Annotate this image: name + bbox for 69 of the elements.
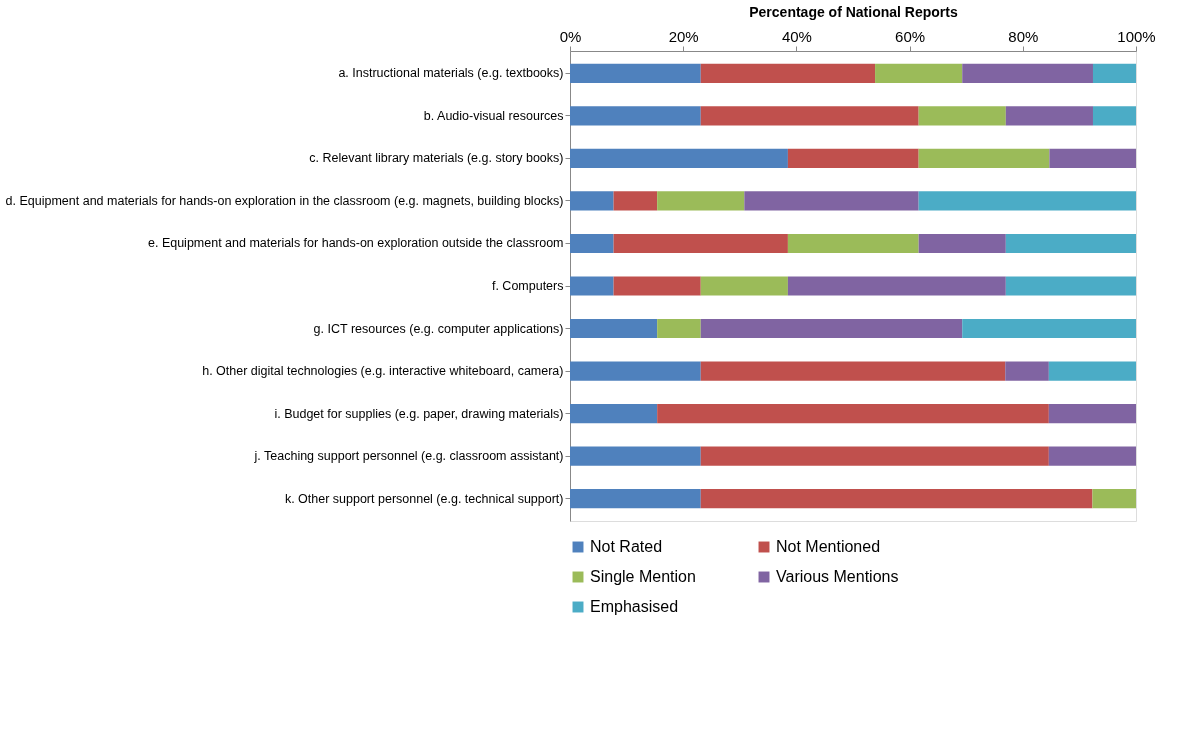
bar bbox=[700, 276, 788, 296]
bar bbox=[1048, 446, 1136, 466]
bar bbox=[570, 63, 701, 83]
bar bbox=[613, 233, 788, 254]
bar bbox=[657, 318, 701, 339]
bar bbox=[1049, 148, 1136, 168]
y-tick-label: d. Equipment and materials for hands-on exploration in the classroom (e.g. magnets, building blocks) bbox=[5, 193, 564, 208]
bar bbox=[570, 148, 788, 168]
x-tick-label: 100% bbox=[1117, 27, 1156, 45]
bar bbox=[570, 446, 701, 466]
bar bbox=[700, 489, 1093, 509]
bar bbox=[918, 148, 1050, 168]
bar bbox=[570, 361, 701, 381]
bar bbox=[613, 276, 701, 296]
y-tick-label: e. Equipment and materials for hands-on exploration outside the classroom bbox=[147, 236, 564, 251]
bar bbox=[918, 233, 1006, 254]
legend-label: Not Mentioned bbox=[776, 538, 881, 555]
legend-label: Various Mentions bbox=[776, 568, 899, 585]
bar bbox=[1005, 276, 1136, 296]
bar bbox=[1005, 233, 1136, 254]
bar bbox=[1092, 489, 1136, 509]
y-tick-label: j. Teaching support personnel (e.g. classroom assistant) bbox=[253, 449, 564, 464]
y-tick-label: i. Budget for supplies (e.g. paper, drawing materials) bbox=[274, 406, 564, 421]
bar bbox=[1092, 63, 1136, 83]
bar bbox=[700, 63, 876, 83]
x-axis-title: Percentage of National Reports bbox=[749, 3, 958, 20]
bar bbox=[1048, 404, 1136, 424]
bar bbox=[875, 63, 963, 83]
y-tick-label: b. Audio-visual resources bbox=[423, 108, 564, 123]
y-tick-label: a. Instructional materials (e.g. textbooks) bbox=[338, 66, 564, 81]
bar bbox=[570, 276, 614, 296]
y-tick-label: c. Relevant library materials (e.g. story books) bbox=[309, 151, 564, 166]
bar bbox=[700, 318, 963, 339]
bar bbox=[613, 191, 658, 211]
bar bbox=[570, 191, 614, 211]
x-tick-label: 80% bbox=[1008, 27, 1039, 45]
x-tick-label: 60% bbox=[895, 27, 926, 45]
bar bbox=[570, 318, 658, 339]
bar bbox=[918, 191, 1136, 211]
bar bbox=[918, 106, 1006, 126]
y-tick-label: h. Other digital technologies (e.g. interactive whiteboard, camera) bbox=[202, 364, 564, 379]
bar bbox=[787, 276, 1006, 296]
bar bbox=[787, 233, 919, 254]
bar bbox=[570, 404, 658, 424]
bar bbox=[570, 233, 614, 254]
x-tick-label: 40% bbox=[781, 27, 812, 45]
y-tick-label: k. Other support personnel (e.g. technical support) bbox=[284, 491, 564, 506]
x-tick-label: 20% bbox=[668, 27, 699, 45]
bar bbox=[962, 318, 1136, 339]
bar bbox=[1048, 361, 1136, 381]
bar bbox=[657, 404, 1049, 424]
bar bbox=[700, 446, 1049, 466]
x-tick-label: 0% bbox=[559, 27, 582, 45]
y-tick-label: f. Computers bbox=[491, 279, 564, 293]
bar bbox=[570, 489, 701, 509]
bar bbox=[787, 148, 919, 168]
legend-label: Emphasised bbox=[590, 598, 679, 615]
bar bbox=[700, 106, 919, 126]
y-tick-label: g. ICT resources (e.g. computer applications) bbox=[313, 321, 564, 336]
bar bbox=[1092, 106, 1136, 126]
bar bbox=[1005, 361, 1049, 381]
legend-label: Not Rated bbox=[590, 538, 663, 555]
bar bbox=[570, 106, 701, 126]
bar bbox=[700, 361, 1006, 381]
bar bbox=[657, 191, 745, 211]
bar bbox=[1005, 106, 1093, 126]
legend-label: Single Mention bbox=[590, 568, 696, 585]
bar bbox=[962, 63, 1093, 83]
bar bbox=[744, 191, 919, 211]
